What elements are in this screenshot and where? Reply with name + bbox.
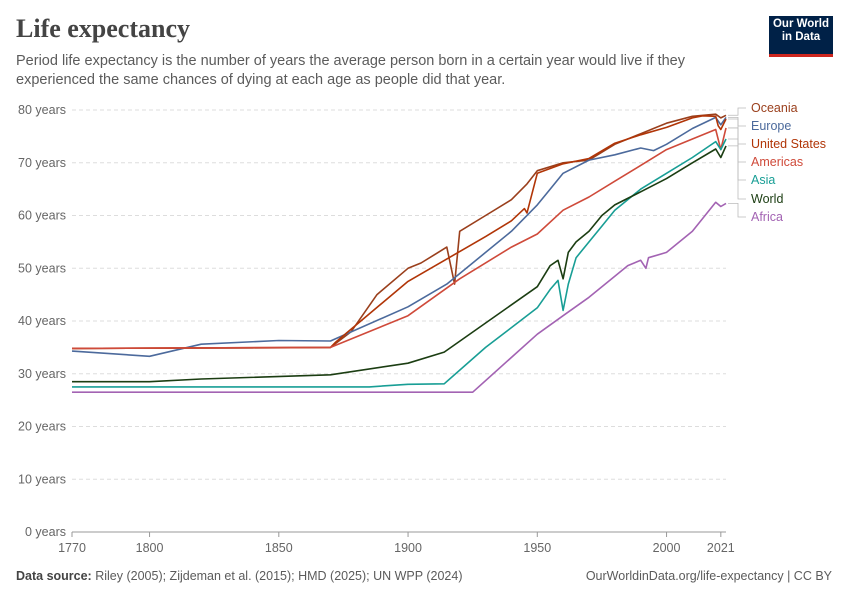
logo-line-2: in Data	[781, 31, 821, 43]
y-tick-label: 50 years	[18, 261, 66, 275]
chart-subtitle: Period life expectancy is the number of …	[16, 53, 685, 88]
x-tick-label: 2021	[707, 541, 735, 555]
series-line-united-states	[71, 115, 727, 350]
x-axis: 1770 1800 1850 1900 1950 2000 2021	[58, 532, 735, 555]
series-lines	[71, 113, 727, 393]
label-connector	[728, 127, 746, 163]
data-source-text: Riley (2005); Zijdeman et al. (2015); HM…	[95, 569, 463, 583]
legend-label-world: World	[751, 192, 783, 206]
series-line-europe	[71, 116, 727, 358]
legend-label-americas: Americas	[751, 155, 803, 169]
series-line-oceania	[71, 113, 727, 350]
series-line-americas	[71, 127, 727, 350]
series-line-asia	[72, 138, 727, 388]
legend-label-united-states: United States	[751, 137, 826, 151]
y-tick-label: 80 years	[18, 103, 66, 117]
label-connector	[728, 118, 746, 145]
x-tick-label: 1770	[58, 541, 86, 555]
y-tick-label: 70 years	[18, 156, 66, 170]
x-tick-label: 1800	[136, 541, 164, 555]
x-tick-label: 2000	[653, 541, 681, 555]
legend-label-asia: Asia	[751, 173, 775, 187]
label-connector	[728, 138, 746, 181]
data-source: Data source: Riley (2005); Zijdeman et a…	[16, 569, 463, 583]
y-tick-label: 10 years	[18, 472, 66, 486]
life-expectancy-chart: 0 years 10 years 20 years 30 years 40 years 5…	[18, 101, 826, 555]
y-axis: 0 years 10 years 20 years 30 years 40 years 5…	[18, 103, 66, 539]
x-tick-label: 1900	[394, 541, 422, 555]
chart-title: Life expectancy	[16, 14, 191, 43]
y-tick-label: 30 years	[18, 367, 66, 381]
label-connector	[728, 107, 746, 116]
y-tick-label: 20 years	[18, 420, 66, 434]
series-labels: Oceania Europe United States Americas Asia Wo…	[728, 101, 826, 224]
owid-logo[interactable]: Our World in Data	[769, 16, 833, 57]
series-line-africa	[72, 201, 727, 393]
y-tick-label: 0 years	[25, 525, 66, 539]
x-tick-label: 1950	[523, 541, 551, 555]
grid-lines	[72, 109, 726, 533]
legend-label-oceania: Oceania	[751, 101, 798, 115]
source-link[interactable]: OurWorldinData.org/life-expectancy | CC …	[585, 569, 832, 583]
label-connector	[728, 145, 746, 200]
legend-label-europe: Europe	[751, 119, 791, 133]
series-line-world	[72, 145, 727, 383]
logo-line-1: Our World	[772, 18, 829, 30]
y-tick-label: 60 years	[18, 209, 66, 223]
data-source-label: Data source:	[16, 569, 92, 583]
x-tick-label: 1850	[265, 541, 293, 555]
y-tick-label: 40 years	[18, 314, 66, 328]
label-connector	[728, 202, 746, 218]
legend-label-africa: Africa	[751, 210, 783, 224]
